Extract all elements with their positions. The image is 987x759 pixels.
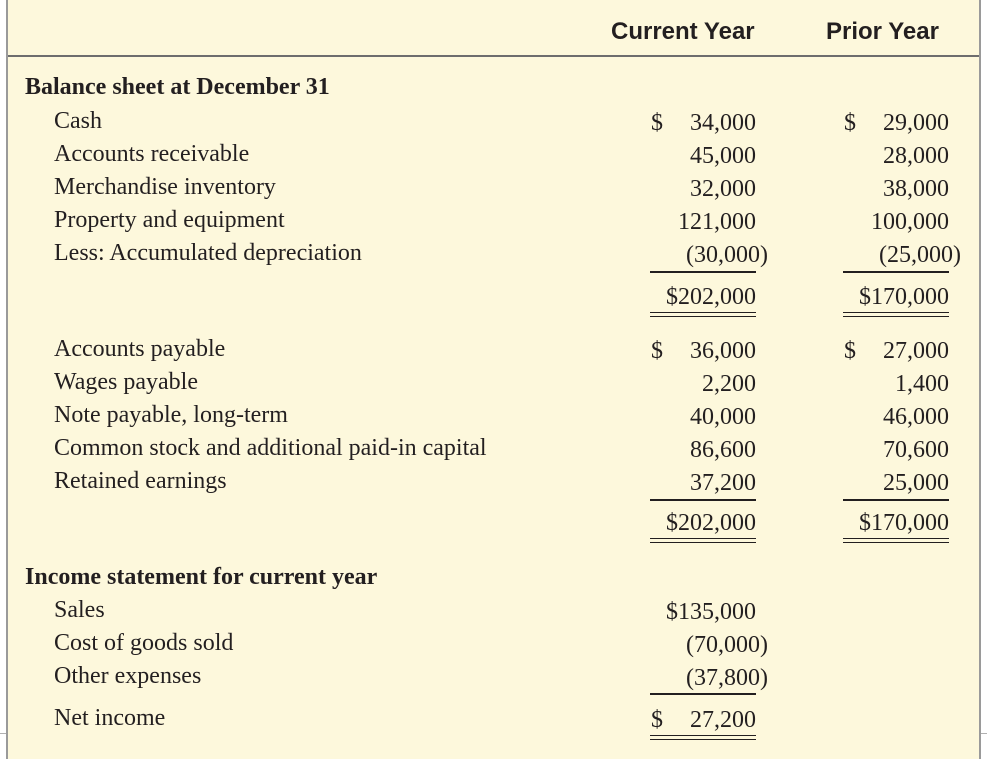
- accumulated-depreciation-prior-value: (25,000): [879, 242, 961, 268]
- dollar-sign: $: [844, 110, 856, 136]
- property-equipment-prior-value: 100,000: [871, 209, 949, 235]
- wages-payable-current-cell: 2,200: [640, 369, 768, 399]
- cost-of-goods-sold-current-cell: (70,000): [640, 630, 768, 660]
- row-label-other-expenses: Other expenses: [54, 663, 202, 689]
- column-header-current-year: Current Year: [611, 18, 755, 45]
- dollar-sign: $: [651, 707, 663, 733]
- accounts-receivable-current-cell: 45,000: [640, 141, 768, 171]
- common-stock-prior-value: 70,600: [883, 437, 949, 463]
- row-label-accumulated-depreciation: Less: Accumulated depreciation: [54, 240, 362, 266]
- income-statement-title: Income statement for current year: [25, 564, 378, 590]
- cash-current-cell: $34,000: [640, 108, 768, 138]
- note-payable-current-value: 40,000: [690, 404, 756, 430]
- merchandise-inventory-prior-cell: 38,000: [833, 174, 961, 204]
- row-label-property-and-equipment: Property and equipment: [54, 207, 285, 233]
- net-income-double-rule: [650, 735, 756, 740]
- property-equipment-prior-cell: 100,000: [833, 207, 961, 237]
- property-equipment-current-cell: 121,000: [640, 207, 768, 237]
- subtotal-rule: [650, 271, 756, 273]
- row-label-net-income: Net income: [54, 705, 166, 731]
- accumulated-depreciation-prior-cell: (25,000): [833, 240, 961, 270]
- header-divider: [8, 55, 979, 57]
- other-expenses-current-cell: (37,800): [640, 663, 768, 693]
- retained-earnings-prior-value: 25,000: [883, 470, 949, 496]
- row-label-cost-of-goods-sold: Cost of goods sold: [54, 630, 234, 656]
- common-stock-prior-cell: 70,600: [833, 435, 961, 465]
- common-stock-current-value: 86,600: [690, 437, 756, 463]
- column-header-prior-year: Prior Year: [826, 18, 939, 45]
- wages-payable-prior-value: 1,400: [895, 371, 949, 397]
- row-label-accounts-receivable: Accounts receivable: [54, 141, 250, 167]
- accumulated-depreciation-current-cell: (30,000): [640, 240, 768, 270]
- page-edge-line-right: [981, 733, 987, 734]
- subtotal-rule: [650, 499, 756, 501]
- accounts-payable-current-value: 36,000: [690, 338, 756, 364]
- row-label-sales: Sales: [54, 597, 105, 623]
- net-income-current-value: 27,200: [690, 707, 756, 733]
- total-double-rule: [843, 312, 949, 317]
- total-liabilities-equity-prior-cell: $170,000: [833, 508, 961, 538]
- merchandise-inventory-current-value: 32,000: [690, 176, 756, 202]
- wages-payable-current-value: 2,200: [702, 371, 756, 397]
- total-assets-prior-cell: $170,000: [833, 282, 961, 312]
- accounts-payable-current-cell: $36,000: [640, 336, 768, 366]
- sales-current-value: $135,000: [666, 599, 756, 625]
- total-liabilities-equity-current-cell: $202,000: [640, 508, 768, 538]
- accounts-receivable-prior-cell: 28,000: [833, 141, 961, 171]
- total-assets-current-value: $202,000: [666, 284, 756, 310]
- total-double-rule: [650, 312, 756, 317]
- dollar-sign: $: [844, 338, 856, 364]
- note-payable-prior-cell: 46,000: [833, 402, 961, 432]
- row-label-common-stock: Common stock and additional paid-in capi…: [54, 435, 487, 461]
- retained-earnings-prior-cell: 25,000: [833, 468, 961, 498]
- total-assets-prior-value: $170,000: [859, 284, 949, 310]
- row-label-note-payable: Note payable, long-term: [54, 402, 288, 428]
- wages-payable-prior-cell: 1,400: [833, 369, 961, 399]
- accumulated-depreciation-current-value: (30,000): [686, 242, 768, 268]
- dollar-sign: $: [651, 110, 663, 136]
- sales-current-cell: $135,000: [640, 597, 768, 627]
- dollar-sign: $: [651, 338, 663, 364]
- net-income-current-cell: $27,200: [640, 705, 768, 735]
- subtotal-rule: [650, 693, 756, 695]
- row-label-merchandise-inventory: Merchandise inventory: [54, 174, 276, 200]
- financial-statement-panel: [6, 0, 981, 759]
- row-label-wages-payable: Wages payable: [54, 369, 198, 395]
- row-label-accounts-payable: Accounts payable: [54, 336, 226, 362]
- note-payable-current-cell: 40,000: [640, 402, 768, 432]
- total-double-rule: [650, 538, 756, 543]
- total-assets-current-cell: $202,000: [640, 282, 768, 312]
- cost-of-goods-sold-current-value: (70,000): [686, 632, 768, 658]
- note-payable-prior-value: 46,000: [883, 404, 949, 430]
- common-stock-current-cell: 86,600: [640, 435, 768, 465]
- row-label-retained-earnings: Retained earnings: [54, 468, 227, 494]
- cash-prior-value: 29,000: [883, 110, 949, 136]
- cash-current-value: 34,000: [690, 110, 756, 136]
- cash-prior-cell: $29,000: [833, 108, 961, 138]
- merchandise-inventory-prior-value: 38,000: [883, 176, 949, 202]
- other-expenses-current-value: (37,800): [686, 665, 768, 691]
- balance-sheet-title: Balance sheet at December 31: [25, 74, 330, 100]
- accounts-receivable-current-value: 45,000: [690, 143, 756, 169]
- property-equipment-current-value: 121,000: [678, 209, 756, 235]
- retained-earnings-current-cell: 37,200: [640, 468, 768, 498]
- page-edge-line-left: [0, 733, 6, 734]
- accounts-receivable-prior-value: 28,000: [883, 143, 949, 169]
- total-liabilities-equity-prior-value: $170,000: [859, 510, 949, 536]
- retained-earnings-current-value: 37,200: [690, 470, 756, 496]
- row-label-cash: Cash: [54, 108, 102, 134]
- subtotal-rule: [843, 499, 949, 501]
- merchandise-inventory-current-cell: 32,000: [640, 174, 768, 204]
- accounts-payable-prior-value: 27,000: [883, 338, 949, 364]
- subtotal-rule: [843, 271, 949, 273]
- total-double-rule: [843, 538, 949, 543]
- total-liabilities-equity-current-value: $202,000: [666, 510, 756, 536]
- accounts-payable-prior-cell: $27,000: [833, 336, 961, 366]
